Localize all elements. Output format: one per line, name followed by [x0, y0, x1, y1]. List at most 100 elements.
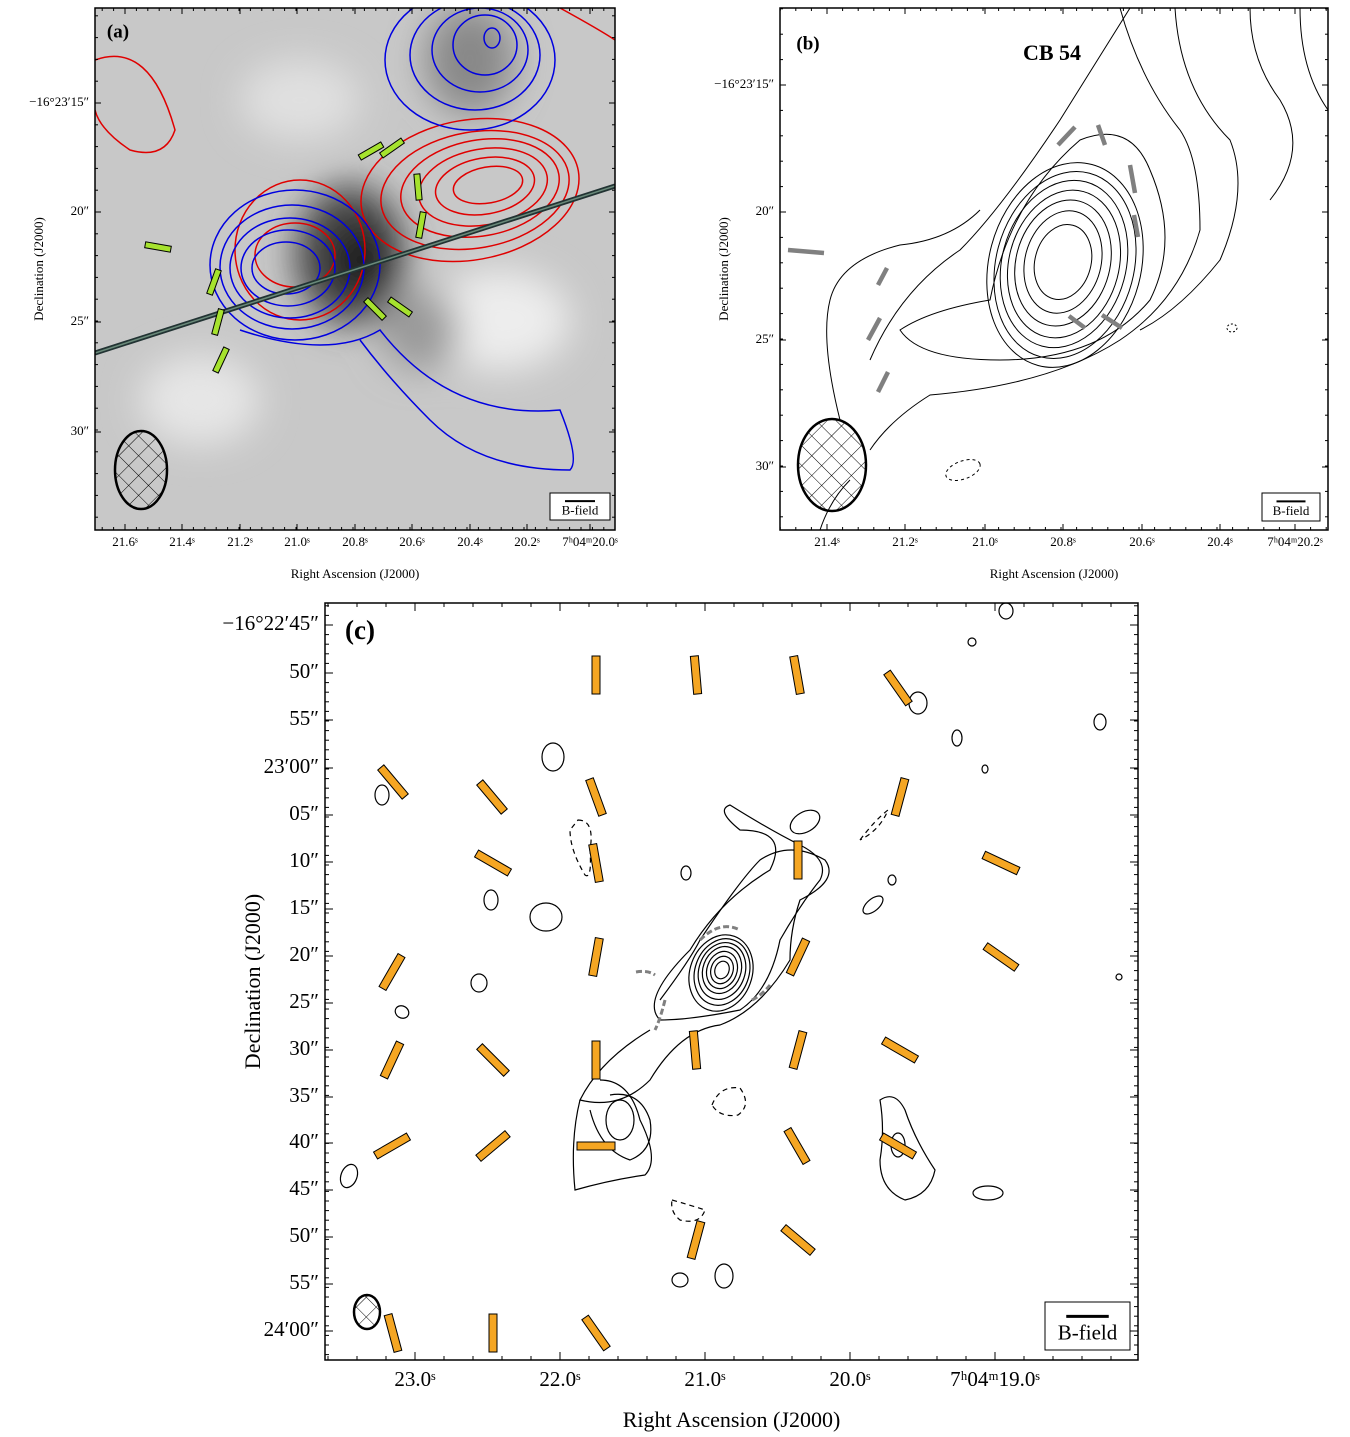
dec-tick-label: 25″: [71, 313, 89, 328]
ra-tick-label: 20.0ˢ: [829, 1367, 871, 1391]
panel-label: (a): [107, 21, 129, 42]
dec-tick-label: 10″: [289, 848, 319, 872]
b-vector: [1130, 165, 1135, 193]
legend-label: B-field: [1273, 503, 1310, 518]
b-vector: [878, 268, 887, 285]
ra-tick-label: 21.2ˢ: [892, 534, 918, 549]
figure: 21.6ˢ 21.4ˢ 21.2ˢ 21.0ˢ 20.8ˢ 20.6ˢ 20.4ˢ 20.2ˢ…: [0, 0, 1350, 1437]
ra-tick-label: 20.6ˢ: [399, 534, 425, 549]
frame-c: [325, 603, 1138, 1360]
x-axis-label: Right Ascension (J2000): [623, 1407, 841, 1432]
b-vector: [982, 851, 1020, 874]
legend-label: B-field: [1058, 1320, 1118, 1344]
ra-tick-label: 21.0ˢ: [972, 534, 998, 549]
dec-tick-label: −16°22′45″: [222, 611, 319, 635]
ra-tick-label: 20.2ˢ: [514, 534, 540, 549]
ra-tick-label: 7ʰ04ᵐ19.0ˢ: [950, 1367, 1040, 1391]
source-name: CB 54: [1023, 40, 1081, 65]
dec-tick-label: 20″: [289, 942, 319, 966]
ra-tick-label: 21.0ˢ: [684, 1367, 726, 1391]
dec-tick-label: 30″: [756, 458, 774, 473]
b-vector: [794, 841, 802, 879]
dec-tick-label: 40″: [289, 1129, 319, 1153]
dec-tick-label: 20″: [71, 203, 89, 218]
ra-tick-label: 21.0ˢ: [284, 534, 310, 549]
panel-a: [95, 0, 615, 530]
ra-tick-label: 20.4ˢ: [457, 534, 483, 549]
b-vector: [577, 1142, 615, 1150]
b-vector: [589, 844, 603, 883]
b-vector: [789, 1031, 807, 1070]
b-vector: [380, 1041, 403, 1079]
ra-tick-label: 20.8ˢ: [342, 534, 368, 549]
ra-tick-label: 20.6ˢ: [1129, 534, 1155, 549]
b-vector: [1058, 127, 1075, 145]
b-vector: [781, 1225, 815, 1256]
dec-tick-label: 05″: [289, 801, 319, 825]
panel-b: [788, 8, 1328, 530]
b-vector: [477, 1044, 510, 1077]
dec-tick-label: 20″: [756, 203, 774, 218]
ra-tick-label: 23.0ˢ: [394, 1367, 436, 1391]
b-vector: [689, 1031, 700, 1070]
b-vector: [477, 780, 508, 814]
b-vector: [475, 850, 512, 876]
legend-label: B-field: [562, 502, 599, 517]
b-vector: [384, 1314, 402, 1353]
b-vector: [790, 656, 804, 695]
b-vector: [489, 1314, 497, 1352]
b-vector: [882, 1037, 919, 1063]
ra-tick-label: 7ʰ04ᵐ20.2ˢ: [1267, 534, 1323, 549]
b-vector: [784, 1128, 810, 1165]
ra-tick-label: 21.6ˢ: [112, 534, 138, 549]
b-vector: [589, 938, 603, 977]
dec-tick-label: 30″: [289, 1036, 319, 1060]
dec-tick-label: 23′00″: [264, 754, 319, 778]
y-axis-label: Declination (J2000): [716, 217, 731, 321]
ra-tick-label: 7ʰ04ᵐ20.0ˢ: [562, 534, 618, 549]
b-vector: [880, 1133, 917, 1159]
dec-tick-label: 55″: [289, 706, 319, 730]
b-vector: [687, 1221, 705, 1260]
b-vector: [983, 943, 1019, 971]
b-vector: [891, 778, 909, 817]
ra-tick-label: 21.2ˢ: [227, 534, 253, 549]
dec-tick-label: 50″: [289, 1223, 319, 1247]
b-vector: [586, 778, 607, 816]
ra-tick-label: 21.4ˢ: [169, 534, 195, 549]
b-vector: [1102, 315, 1122, 328]
b-vector: [788, 250, 824, 253]
ra-tick-label: 20.8ˢ: [1050, 534, 1076, 549]
dec-tick-label: 35″: [289, 1083, 319, 1107]
ra-tick-label: 20.4ˢ: [1207, 534, 1233, 549]
panel-c: [337, 603, 1122, 1352]
dec-tick-label: 55″: [289, 1270, 319, 1294]
y-axis-label: Declination (J2000): [240, 894, 265, 1069]
dec-tick-label: 15″: [289, 895, 319, 919]
ra-tick-label: 21.4ˢ: [814, 534, 840, 549]
dec-tick-label: −16°23′15″: [714, 76, 774, 91]
dec-tick-label: 25″: [289, 989, 319, 1013]
dec-tick-label: 30″: [71, 423, 89, 438]
x-axis-label: Right Ascension (J2000): [291, 566, 420, 581]
dec-tick-label: 45″: [289, 1176, 319, 1200]
panel-label: (c): [345, 615, 375, 645]
dec-tick-label: 24′00″: [264, 1317, 319, 1341]
b-vector: [476, 1131, 510, 1162]
dec-tick-label: −16°23′15″: [29, 94, 89, 109]
b-vector: [1069, 316, 1085, 328]
b-vector: [884, 670, 912, 706]
b-vector: [878, 372, 888, 392]
b-vector: [592, 656, 600, 694]
ra-tick-label: 22.0ˢ: [539, 1367, 581, 1391]
b-vector: [592, 1041, 600, 1079]
b-vector: [868, 318, 880, 340]
dec-tick-label: 25″: [756, 331, 774, 346]
b-vector: [582, 1315, 610, 1351]
b-vector: [374, 1133, 411, 1159]
x-axis-label: Right Ascension (J2000): [990, 566, 1119, 581]
b-vector: [378, 765, 409, 799]
y-axis-label: Declination (J2000): [31, 217, 46, 321]
b-vector: [690, 656, 701, 695]
dec-tick-label: 50″: [289, 659, 319, 683]
